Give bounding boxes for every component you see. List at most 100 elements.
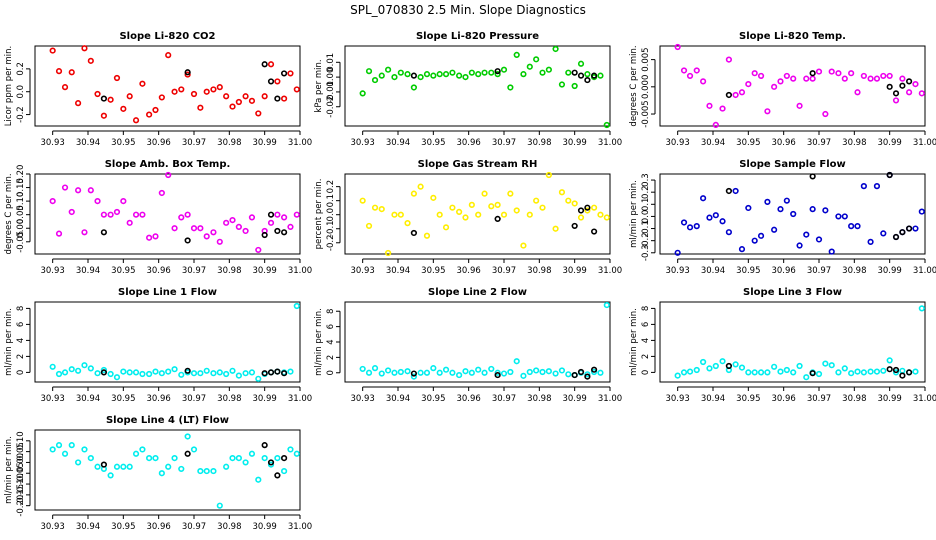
x-tick-label: 31.00 — [913, 394, 936, 404]
data-point — [423, 369, 431, 376]
data-point — [404, 368, 411, 375]
data-point — [165, 52, 172, 59]
data-point — [203, 233, 210, 240]
highlight-point — [267, 78, 275, 85]
data-point — [912, 368, 919, 375]
y-tick-label: 2 — [16, 354, 26, 359]
data-point — [68, 366, 75, 373]
panel-title: Slope Line 1 Flow — [118, 287, 217, 298]
highlight-point — [809, 173, 816, 180]
data-point — [81, 229, 88, 236]
data-point — [481, 369, 488, 376]
x-tick-label: 30.96 — [146, 138, 170, 148]
data-point — [565, 69, 572, 76]
data-point — [132, 450, 140, 457]
data-point — [287, 368, 294, 375]
data-point — [378, 205, 385, 213]
y-axis-label: degrees C per min. — [4, 173, 14, 254]
data-point — [61, 450, 69, 457]
highlight-point — [274, 472, 281, 479]
data-point — [94, 463, 101, 470]
y-tick-label: 4 — [16, 338, 26, 343]
data-point — [771, 226, 778, 233]
data-point — [197, 467, 204, 475]
data-point — [126, 219, 133, 226]
data-point — [815, 236, 823, 243]
x-tick-label: 30.96 — [456, 394, 480, 404]
data-point — [68, 208, 75, 216]
data-point — [442, 224, 450, 231]
data-point — [397, 211, 404, 218]
data-point — [94, 198, 101, 205]
data-point — [468, 69, 475, 76]
data-point — [751, 237, 758, 244]
data-point — [359, 90, 366, 97]
data-point — [693, 67, 700, 74]
x-tick-label: 31.00 — [598, 266, 622, 276]
data-point — [835, 369, 842, 376]
data-point — [790, 210, 797, 218]
x-tick-label: 30.96 — [771, 394, 795, 404]
highlight-point — [809, 370, 816, 377]
data-point — [442, 366, 450, 373]
data-point — [603, 214, 610, 221]
data-point — [745, 369, 752, 376]
data-point — [404, 71, 411, 78]
y-tick-label: 6 — [16, 322, 26, 327]
data-point — [552, 370, 559, 377]
chart-panel-1: Slope Li-820 CO2 30.93 30.94 30.95 30.96 30.9… — [4, 31, 312, 148]
data-point — [751, 70, 758, 77]
data-point — [107, 472, 114, 479]
data-point — [203, 367, 210, 374]
y-tick-label: 0.00 — [16, 453, 26, 472]
highlight-point — [267, 369, 275, 376]
x-tick-label: 30.99 — [877, 394, 901, 404]
y-tick-label: 0 — [16, 370, 26, 375]
data-point — [841, 75, 848, 82]
data-point — [365, 369, 373, 376]
data-point — [274, 455, 281, 462]
data-point — [803, 75, 810, 82]
data-point — [203, 88, 210, 95]
data-point — [674, 43, 681, 51]
highlight-point — [100, 461, 107, 468]
data-point — [171, 366, 178, 373]
data-point — [790, 369, 797, 376]
x-tick-label: 30.95 — [736, 394, 760, 404]
data-point — [139, 80, 146, 87]
chart-panel-7: Slope Line 1 Flow 30.93 30.94 30.95 30.96 30.… — [4, 287, 312, 404]
y-tick-label: 0.0 — [326, 208, 336, 222]
y-tick-label: 6 — [641, 322, 651, 327]
highlight-point — [184, 367, 191, 374]
data-point — [94, 90, 101, 98]
data-point — [391, 369, 398, 376]
data-point — [178, 371, 185, 378]
data-point — [488, 365, 495, 373]
data-point — [565, 197, 572, 204]
data-point — [210, 467, 217, 475]
chart-panel-2: Slope Li-820 Pressure 30.93 30.94 30.95 30.9… — [314, 31, 622, 148]
highlight-point — [100, 229, 107, 236]
data-point — [365, 68, 373, 75]
highlight-point — [809, 70, 816, 77]
panel-title: Slope Sample Flow — [739, 159, 846, 170]
data-point — [132, 117, 140, 124]
highlight-point — [410, 370, 418, 377]
data-point — [706, 214, 713, 221]
y-tick-label: 0.3 — [641, 173, 651, 187]
y-tick-label: -0.005 — [641, 100, 651, 127]
data-point — [229, 455, 236, 462]
data-point — [822, 360, 829, 367]
data-point — [391, 74, 398, 81]
highlight-point — [892, 233, 900, 241]
y-tick-label: 0.10 — [16, 192, 26, 211]
plot-frame — [34, 429, 301, 511]
data-point — [178, 86, 185, 93]
data-point — [68, 442, 75, 449]
x-tick-label: 30.99 — [877, 266, 901, 276]
data-point — [61, 369, 69, 376]
highlight-point — [577, 72, 585, 79]
highlight-point — [899, 229, 906, 236]
data-point — [274, 211, 281, 218]
